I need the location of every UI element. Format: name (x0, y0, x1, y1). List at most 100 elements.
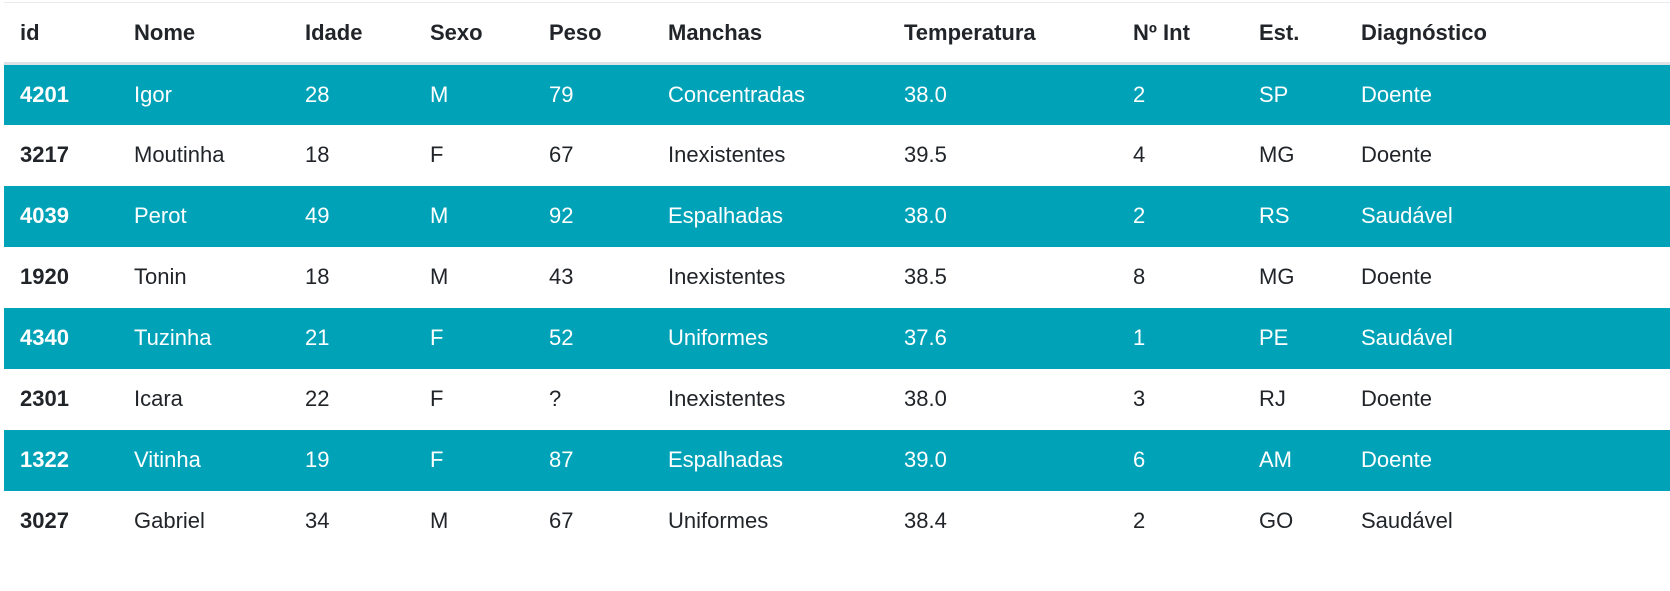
cell-id: 3217 (20, 142, 69, 167)
cell-temperatura: 39.0 (904, 447, 947, 472)
cell-peso: 67 (549, 508, 574, 533)
cell-idade: 18 (305, 264, 330, 289)
cell-id: 1322 (20, 447, 69, 472)
cell-num-int: 2 (1133, 203, 1146, 228)
cell-manchas: Concentradas (668, 81, 805, 107)
table-row: 4039 Perot 49 M 92 Espalhadas 38.0 2 RS … (4, 185, 1670, 247)
cell-diagnostico: Doente (1361, 81, 1432, 107)
cell-peso: 92 (549, 203, 574, 228)
cell-nome: Tonin (134, 264, 187, 289)
table-row: 4340 Tuzinha 21 F 52 Uniformes 37.6 1 PE… (4, 307, 1670, 369)
cell-num-int: 6 (1133, 447, 1146, 472)
cell-num-int: 2 (1133, 81, 1146, 107)
table-row: 3217 Moutinha 18 F 67 Inexistentes 39.5 … (4, 124, 1670, 186)
cell-sexo: F (430, 386, 444, 411)
table-row: 3027 Gabriel 34 M 67 Uniformes 38.4 2 GO… (4, 490, 1670, 552)
cell-sexo: F (430, 447, 444, 472)
cell-id: 4201 (20, 81, 69, 107)
cell-num-int: 2 (1133, 508, 1146, 533)
cell-estado: SP (1259, 81, 1289, 107)
cell-nome: Icara (134, 386, 183, 411)
table-row: 4201 Igor 28 M 79 Concentradas 38.0 2 SP… (4, 63, 1670, 125)
table-body: 4201 Igor 28 M 79 Concentradas 38.0 2 SP… (4, 63, 1670, 552)
cell-peso: 52 (549, 325, 574, 350)
cell-sexo: M (430, 203, 449, 228)
cell-sexo: M (430, 81, 449, 107)
cell-manchas: Inexistentes (668, 142, 786, 167)
cell-nome: Moutinha (134, 142, 225, 167)
header-diagnostico: Diagnóstico (1361, 19, 1487, 45)
cell-id: 3027 (20, 508, 69, 533)
header-peso: Peso (549, 19, 602, 45)
cell-sexo: F (430, 142, 444, 167)
cell-nome: Perot (134, 203, 187, 228)
cell-num-int: 3 (1133, 386, 1146, 411)
cell-peso: 43 (549, 264, 574, 289)
cell-manchas: Uniformes (668, 508, 769, 533)
cell-manchas: Espalhadas (668, 203, 783, 228)
header-row: id Nome Idade Sexo Peso Manchas Temperat… (4, 2, 1670, 64)
table-row: 1920 Tonin 18 M 43 Inexistentes 38.5 8 M… (4, 246, 1670, 308)
cell-estado: MG (1259, 264, 1295, 289)
cell-diagnostico: Saudável (1361, 203, 1453, 228)
cell-sexo: M (430, 508, 449, 533)
cell-peso: 79 (549, 81, 574, 107)
header-sexo: Sexo (430, 19, 483, 45)
cell-diagnostico: Saudável (1361, 508, 1453, 533)
header-nome: Nome (134, 19, 196, 45)
cell-diagnostico: Doente (1361, 447, 1432, 472)
cell-nome: Gabriel (134, 508, 205, 533)
cell-idade: 21 (305, 325, 330, 350)
header-num-int: Nº Int (1133, 19, 1190, 45)
cell-temperatura: 39.5 (904, 142, 947, 167)
cell-nome: Tuzinha (134, 325, 212, 350)
cell-num-int: 1 (1133, 325, 1146, 350)
cell-estado: PE (1259, 325, 1289, 350)
cell-sexo: F (430, 325, 444, 350)
table-header: id Nome Idade Sexo Peso Manchas Temperat… (4, 2, 1670, 64)
cell-idade: 49 (305, 203, 330, 228)
cell-estado: RS (1259, 203, 1290, 228)
cell-idade: 18 (305, 142, 330, 167)
cell-peso: 67 (549, 142, 574, 167)
cell-temperatura: 38.5 (904, 264, 947, 289)
cell-id: 4340 (20, 325, 69, 350)
cell-num-int: 4 (1133, 142, 1146, 167)
cell-id: 4039 (20, 203, 69, 228)
cell-manchas: Inexistentes (668, 386, 786, 411)
header-manchas: Manchas (668, 19, 763, 45)
cell-estado: MG (1259, 142, 1295, 167)
cell-idade: 22 (305, 386, 330, 411)
cell-diagnostico: Doente (1361, 142, 1432, 167)
cell-estado: AM (1259, 447, 1292, 472)
cell-nome: Igor (134, 81, 172, 107)
header-estado: Est. (1259, 19, 1300, 45)
cell-idade: 28 (305, 81, 330, 107)
cell-sexo: M (430, 264, 449, 289)
cell-id: 1920 (20, 264, 69, 289)
cell-estado: RJ (1259, 386, 1286, 411)
cell-nome: Vitinha (134, 447, 201, 472)
header-temperatura: Temperatura (904, 19, 1036, 45)
cell-peso: ? (549, 386, 562, 411)
cell-peso: 87 (549, 447, 574, 472)
cell-num-int: 8 (1133, 264, 1146, 289)
cell-manchas: Inexistentes (668, 264, 786, 289)
header-idade: Idade (305, 19, 363, 45)
cell-temperatura: 38.0 (904, 386, 947, 411)
table-row: 1322 Vitinha 19 F 87 Espalhadas 39.0 6 A… (4, 429, 1670, 491)
cell-diagnostico: Saudável (1361, 325, 1453, 350)
cell-manchas: Espalhadas (668, 447, 783, 472)
cell-diagnostico: Doente (1361, 386, 1432, 411)
header-id: id (20, 19, 40, 45)
cell-temperatura: 37.6 (904, 325, 947, 350)
cell-estado: GO (1259, 508, 1294, 533)
cell-temperatura: 38.0 (904, 81, 947, 107)
patients-table: id Nome Idade Sexo Peso Manchas Temperat… (4, 2, 1670, 552)
cell-temperatura: 38.0 (904, 203, 947, 228)
cell-diagnostico: Doente (1361, 264, 1432, 289)
cell-manchas: Uniformes (668, 325, 769, 350)
cell-id: 2301 (20, 386, 69, 411)
cell-temperatura: 38.4 (904, 508, 947, 533)
